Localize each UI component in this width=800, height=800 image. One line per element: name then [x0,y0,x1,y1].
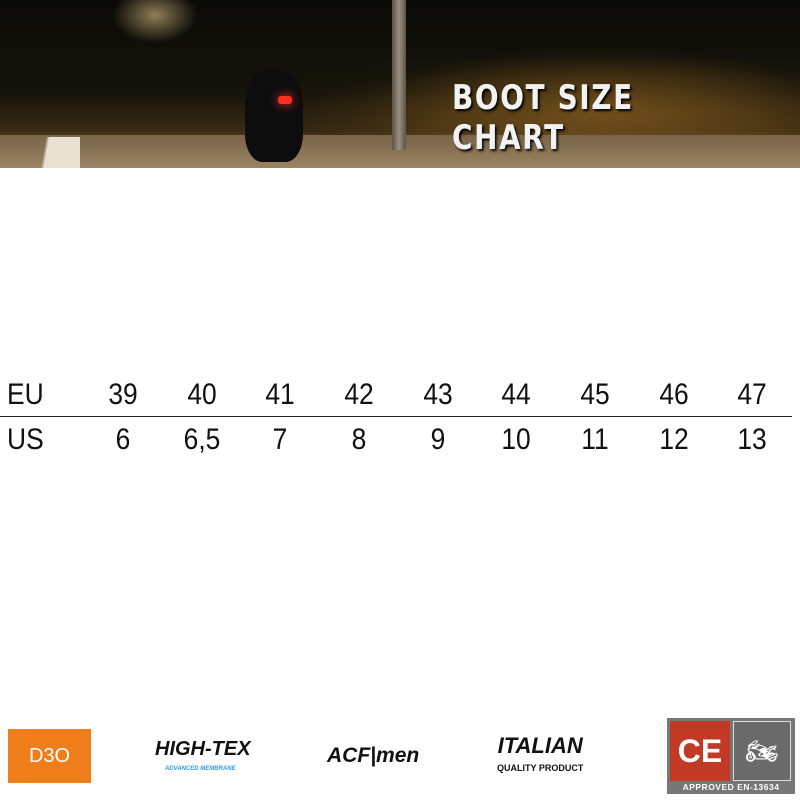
acf-text: ACF|men [327,744,420,767]
ce-approved-logo: CE 🏍 APPROVED EN-13634 [667,718,795,794]
banner-title: BOOT SIZE CHART [452,78,634,158]
header-banner: BOOT SIZE CHART [0,0,800,168]
size-cell: 11 [581,423,609,456]
hightex-name: HIGH-TEX [155,738,251,760]
size-cell: 40 [187,378,217,411]
size-cell: 9 [430,423,446,456]
italian-quality-logo: ITALIAN QUALITY PRODUCT [497,732,583,775]
acf-logo: ACF|men [327,744,419,768]
size-cell: 47 [737,378,767,411]
italian-name: ITALIAN [497,733,583,758]
lamp-pole [392,0,406,150]
size-cell: 6 [115,423,131,456]
motorcycle-rider [245,70,303,162]
hightex-tagline: ADVANCED MEMBRANE [165,766,236,772]
row-label: US [7,423,44,456]
size-cell: 45 [580,378,610,411]
size-cell: 46 [659,378,689,411]
ce-mark: CE [670,721,730,781]
italian-tagline: QUALITY PRODUCT [497,763,584,773]
size-row-us: US 6 6,5 7 8 9 10 11 12 13 [0,423,800,463]
ce-approval-text: APPROVED EN-13634 [682,782,780,792]
hightex-logo: HIGH-TEX ADVANCED MEMBRANE [155,736,251,774]
row-label: EU [7,378,44,411]
d3o-text: D3O [28,744,71,767]
size-cell: 8 [351,423,367,456]
size-cell: 6,5 [183,423,221,456]
size-cell: 39 [108,378,138,411]
size-cell: 43 [423,378,453,411]
taillight [278,96,292,104]
size-cell: 44 [501,378,531,411]
table-divider [0,416,792,417]
size-row-eu: EU 39 40 41 42 43 44 45 46 47 [0,378,800,418]
d3o-logo: D3O [8,729,91,783]
road-line [20,137,80,168]
size-cell: 10 [501,423,531,456]
size-cell: 42 [344,378,374,411]
size-cell: 12 [659,423,689,456]
size-cell: 7 [272,423,288,456]
size-cell: 41 [265,378,295,411]
size-cell: 13 [737,423,767,456]
motorcycle-icon: 🏍 [733,721,791,781]
